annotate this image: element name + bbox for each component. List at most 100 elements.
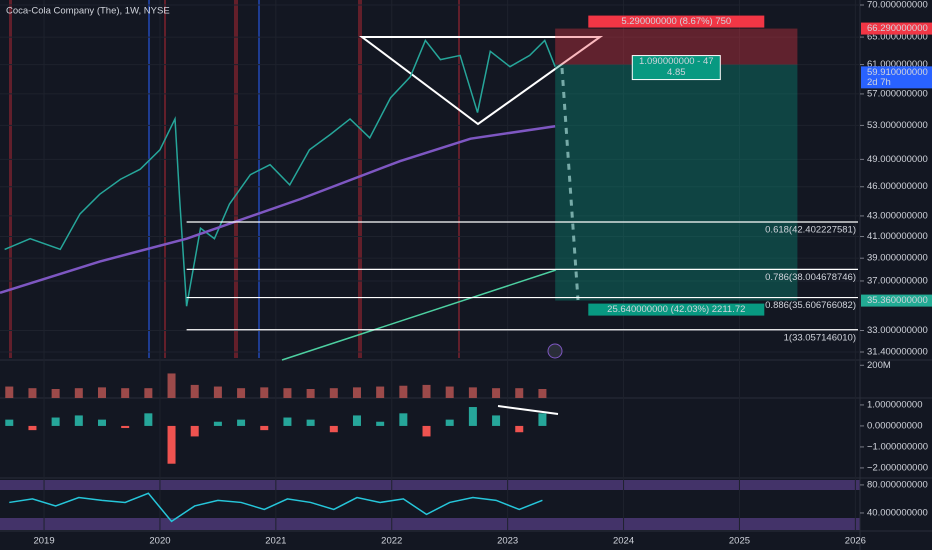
- y-tick-label: 41.000000000: [867, 231, 928, 242]
- y-tick-label: 70.000000000: [867, 0, 928, 11]
- target-zone: [555, 64, 798, 301]
- target-badge: [588, 303, 765, 316]
- bar: [74, 415, 83, 426]
- event-line: [258, 0, 260, 358]
- y-tick-label: 49.000000000: [867, 154, 928, 165]
- bar: [167, 373, 176, 398]
- bar: [352, 415, 361, 426]
- projection: [560, 67, 580, 301]
- y-tick-label: 31.400000000: [867, 347, 928, 358]
- price-badge-label: 59.910000000: [867, 67, 928, 78]
- bar: [422, 384, 431, 398]
- bar: [352, 387, 361, 398]
- bar: [97, 387, 106, 398]
- bar: [422, 425, 431, 437]
- y-tick-label: 46.000000000: [867, 181, 928, 192]
- plot: [0, 0, 860, 530]
- bar: [121, 425, 130, 429]
- x-tick-label: 2021: [265, 536, 286, 547]
- entry-label: 4.85: [667, 67, 686, 78]
- target-label: 25.640000000 (42.03%) 2211.72: [607, 304, 745, 315]
- bar: [445, 386, 454, 398]
- y-tick-label: 200M: [867, 360, 891, 371]
- moving-average: [0, 124, 556, 295]
- y-tick-label: 57.000000000: [867, 88, 928, 99]
- bar: [538, 389, 547, 398]
- bar: [51, 417, 60, 426]
- bar: [121, 388, 130, 398]
- bar: [260, 387, 269, 398]
- bar: [74, 388, 83, 398]
- divergence-line: [497, 405, 559, 415]
- y-tick-label: 37.000000000: [867, 275, 928, 286]
- y-tick-label: −2.000000000: [867, 462, 928, 473]
- bar: [5, 386, 14, 398]
- bar: [445, 419, 454, 426]
- entry-badge: [631, 55, 721, 81]
- x-tick-label: 2020: [149, 536, 170, 547]
- price-line: [4, 38, 556, 307]
- bar: [515, 425, 524, 433]
- bar: [144, 388, 153, 398]
- bar: [492, 415, 501, 426]
- bar: [468, 387, 477, 398]
- fib-label: 0.618(42.402227581): [765, 224, 856, 235]
- x-tick-label: 2019: [33, 536, 54, 547]
- bar: [28, 388, 37, 398]
- x-tick-label: 2024: [613, 536, 634, 547]
- bar: [329, 425, 338, 433]
- bar: [306, 389, 315, 398]
- bar: [237, 388, 246, 398]
- bar: [492, 388, 501, 398]
- y-tick-label: 61.000000000: [867, 59, 928, 70]
- price-badge: [861, 66, 932, 89]
- bar: [97, 419, 106, 426]
- rsi-band: [0, 480, 860, 490]
- x-tick-label: 2026: [845, 536, 866, 547]
- bar: [283, 388, 292, 398]
- bar: [237, 419, 246, 426]
- bar: [51, 389, 60, 398]
- fib-label: 1(33.057146010): [784, 332, 856, 343]
- price-badge: [861, 294, 932, 307]
- bar: [399, 413, 408, 426]
- bar: [468, 407, 477, 426]
- event-line: [234, 0, 238, 358]
- x-tick-label: 2023: [497, 536, 518, 547]
- rsi-line: [9, 492, 543, 523]
- countdown-label: 2d 7h: [867, 77, 891, 88]
- lightning-icon[interactable]: [547, 343, 563, 359]
- bar: [28, 425, 37, 431]
- price-badge-label: 66.290000000: [867, 23, 928, 34]
- event-line: [358, 0, 362, 358]
- event-line: [458, 0, 460, 358]
- bar: [515, 388, 524, 398]
- fib-label: 0.786(38.004678746): [765, 272, 856, 283]
- event-line: [164, 0, 166, 358]
- triangle-pattern: [359, 36, 604, 126]
- entry-label: 1.090000000 - 47: [639, 56, 713, 67]
- y-tick-label: 39.000000000: [867, 253, 928, 264]
- rsi-band: [0, 518, 860, 530]
- y-tick-label: 0.000000000: [867, 420, 922, 431]
- chart-title: Coca-Cola Company (The), 1W, NYSE: [6, 6, 170, 17]
- price-badge-label: 35.360000000: [867, 295, 928, 306]
- bar: [167, 425, 176, 464]
- event-lines: [9, 0, 460, 358]
- event-line: [148, 0, 150, 358]
- y-tick-label: 40.000000000: [867, 507, 928, 518]
- bar: [283, 417, 292, 426]
- y-tick-label: 65.000000000: [867, 32, 928, 43]
- bar: [190, 425, 199, 437]
- y-tick-label: 1.000000000: [867, 399, 922, 410]
- stop-badge: [588, 15, 765, 28]
- y-tick-label: 53.000000000: [867, 120, 928, 131]
- stop-label: 5.290000000 (8.67%) 750: [621, 16, 731, 27]
- bar: [329, 388, 338, 398]
- bar: [213, 421, 222, 426]
- bar: [190, 384, 199, 398]
- bar: [376, 386, 385, 398]
- y-tick-label: 33.000000000: [867, 325, 928, 336]
